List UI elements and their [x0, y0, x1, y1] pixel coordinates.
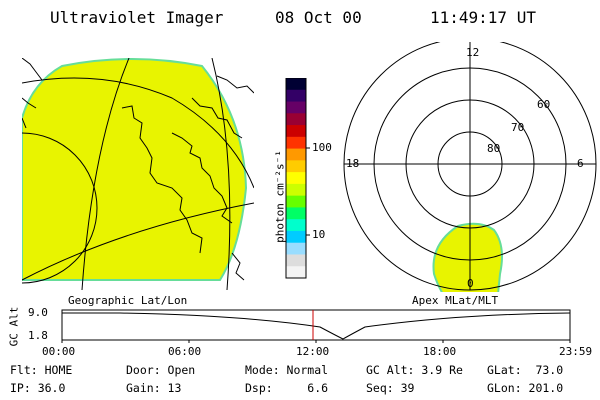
time-tick-1200: 12:00 — [296, 345, 330, 358]
colorbar-swatch — [286, 230, 306, 244]
altitude-strip-plot — [61, 309, 571, 343]
colorbar-tick-100: 100 — [312, 141, 332, 154]
colorbar-swatch — [286, 242, 306, 255]
geographic-panel-label: Geographic Lat/Lon — [68, 294, 188, 307]
date-label: 08 Oct 00 — [275, 8, 362, 27]
geographic-grid — [22, 58, 254, 290]
colorbar-swatch — [286, 101, 306, 114]
colorbar-swatch — [286, 89, 306, 103]
colorbar-swatch — [286, 148, 306, 161]
status-seq: Seq: 39 — [366, 381, 415, 395]
colorbar-swatch — [286, 254, 306, 267]
polar-hour-18: 18 — [346, 157, 360, 170]
status-glon: GLon: 201.0 — [487, 381, 564, 395]
status-flight: Flt: HOME — [10, 363, 73, 377]
geographic-image-panel — [22, 58, 254, 290]
polar-hour-12: 12 — [466, 46, 480, 59]
time-label: 11:49:17 UT — [430, 8, 536, 27]
colorbar-unit-label: photon cm⁻²s⁻¹ — [273, 150, 287, 243]
polar-lat-60: 60 — [537, 98, 551, 111]
colorbar-swatch — [286, 125, 306, 138]
time-tick-0600: 06:00 — [168, 345, 202, 358]
colorbar-swatch — [286, 266, 306, 279]
status-ip: IP: 36.0 — [10, 381, 66, 395]
polar-hour-0: 0 — [467, 277, 474, 290]
time-tick-2359: 23:59 — [559, 345, 593, 358]
time-tick-0000: 00:00 — [42, 345, 76, 358]
polar-lat-80: 80 — [487, 142, 501, 155]
polar-panel-label: Apex MLat/MLT — [412, 294, 499, 307]
polar-plot — [343, 42, 597, 292]
instrument-title: Ultraviolet Imager — [50, 8, 224, 27]
colorbar-swatch — [286, 183, 306, 197]
status-door: Door: Open — [126, 363, 196, 377]
altitude-ylabel: GC Alt — [7, 306, 21, 347]
polar-uv-blob — [432, 222, 503, 292]
colorbar-swatch — [286, 195, 306, 208]
altitude-ytick-low: 1.8 — [28, 329, 48, 342]
status-gc-alt: GC Alt: 3.9 Re — [366, 363, 463, 377]
altitude-curve — [62, 312, 571, 340]
colorbar-swatch — [286, 136, 306, 150]
uv-image-blob — [22, 58, 248, 281]
colorbar — [285, 78, 310, 279]
status-gain: Gain: 13 — [126, 381, 182, 395]
coastline-outline — [22, 58, 254, 281]
colorbar-swatch — [286, 78, 306, 91]
colorbar-swatch — [286, 207, 306, 220]
status-dsp: Dsp: 6.6 — [245, 381, 329, 395]
status-glat: GLat: 73.0 — [487, 363, 564, 377]
colorbar-swatch — [286, 219, 306, 232]
colorbar-swatch — [286, 160, 306, 173]
polar-lat-70: 70 — [511, 121, 525, 134]
polar-hour-6: 6 — [577, 157, 584, 170]
altitude-ytick-high: 9.0 — [28, 306, 48, 319]
colorbar-tick-10: 10 — [312, 228, 326, 241]
status-mode: Mode: Normal — [245, 363, 329, 377]
time-tick-1800: 18:00 — [423, 345, 457, 358]
colorbar-swatch — [286, 113, 306, 126]
colorbar-swatch — [286, 172, 306, 185]
